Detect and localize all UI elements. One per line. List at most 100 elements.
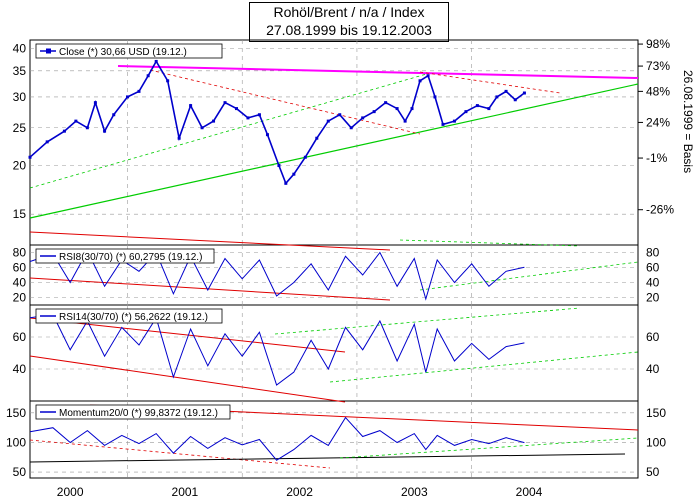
price-y-tick-left: 30 [13, 90, 27, 104]
rsi8-support-upper [399, 239, 581, 247]
price-y-tick-left: 40 [13, 41, 27, 55]
rsi14-support-lower [329, 351, 639, 383]
price-point [234, 107, 238, 111]
rsi14-trend-upper [29, 317, 346, 353]
momentum-series-line [29, 416, 525, 461]
price-point [410, 107, 414, 111]
price-point [85, 126, 89, 130]
price-point [303, 155, 307, 159]
price-point [433, 95, 437, 99]
price-y-tick-right: -26% [646, 203, 674, 217]
price-point [277, 163, 281, 167]
price-point [372, 110, 376, 114]
support-channel [29, 72, 431, 189]
rsi8-support-lower [419, 261, 639, 291]
price-y-tick-left: 15 [13, 207, 27, 221]
price-point [513, 98, 517, 102]
rsi8-y-tick-left: 40 [13, 276, 27, 290]
rsi14-y-tick-left: 40 [13, 362, 27, 376]
price-point [464, 110, 468, 114]
price-point [103, 129, 107, 133]
momentum-legend: Momentum20/0 (*) 99,8372 (19.12.) [35, 404, 231, 420]
price-point [426, 74, 430, 78]
momentum-y-tick-right: 50 [646, 465, 660, 479]
rsi14-legend-label: RSI14(30/70) (*) 56,2622 (19.12.) [59, 312, 208, 323]
price-point [62, 129, 66, 133]
rsi14-support-upper [274, 307, 581, 335]
price-point [223, 101, 227, 105]
price-point [212, 119, 216, 123]
rsi14-trend-lower [29, 355, 346, 403]
chart-title: Rohöl/Brent / n/a / Index [273, 4, 425, 20]
rsi8-y-tick-right: 60 [646, 261, 660, 275]
price-point [177, 136, 181, 140]
price-point [284, 181, 288, 185]
rsi8-series-line [29, 249, 525, 301]
price-legend: Close (*) 30,66 USD (19.12.) [35, 43, 223, 59]
momentum-y-tick-left: 50 [13, 465, 27, 479]
price-point [395, 107, 399, 111]
price-point [452, 119, 456, 123]
price-point [257, 113, 261, 117]
rsi14-y-tick-right: 40 [646, 362, 660, 376]
momentum-y-tick-right: 150 [646, 406, 666, 420]
price-point [441, 122, 445, 126]
price-point [418, 79, 422, 83]
momentum-y-tick-left: 100 [6, 435, 26, 449]
rsi8-y-tick-left: 60 [13, 261, 27, 275]
price-point [403, 119, 407, 123]
x-tick-label: 2004 [516, 485, 543, 499]
price-point [315, 136, 319, 140]
price-point [246, 116, 250, 120]
price-y-tick-right: 73% [646, 59, 670, 73]
price-y-tick-right: 48% [646, 84, 670, 98]
price-point [93, 101, 97, 105]
momentum-y-tick-left: 150 [6, 406, 26, 420]
rsi8-trend-lower [29, 277, 391, 301]
price-point [522, 91, 526, 95]
x-tick-label: 2001 [172, 485, 199, 499]
price-point [338, 113, 342, 117]
downtrend-line [149, 69, 421, 135]
rsi14-y-tick-left: 60 [13, 330, 27, 344]
price-legend-label: Close (*) 30,66 USD (19.12.) [59, 47, 187, 58]
momentum-legend-label: Momentum20/0 (*) 99,8372 (19.12.) [59, 408, 218, 419]
price-y-tick-right: 24% [646, 115, 670, 129]
price-point [28, 155, 32, 159]
price-y-tick-left: 20 [13, 158, 27, 172]
x-tick-label: 2003 [401, 485, 428, 499]
rsi8-y-tick-left: 80 [13, 246, 27, 260]
momentum-trend-dashed [29, 439, 331, 469]
price-point [154, 59, 158, 63]
price-y-tick-right: -1% [646, 151, 668, 165]
price-point [112, 113, 116, 117]
price-point [189, 104, 193, 108]
price-point [384, 101, 388, 105]
rsi8-legend: RSI8(30/70) (*) 60,2795 (19.12.) [35, 248, 215, 264]
x-tick-label: 2002 [286, 485, 313, 499]
price-y-tick-right: 98% [646, 37, 670, 51]
price-point [200, 126, 204, 130]
price-point [475, 104, 479, 108]
price-point [166, 79, 170, 83]
price-y-tick-left: 35 [13, 64, 27, 78]
momentum-y-tick-right: 100 [646, 435, 666, 449]
chart-title-box: Rohöl/Brent / n/a / Index 27.08.1999 bis… [249, 2, 449, 42]
price-point [126, 95, 130, 99]
price-point [45, 140, 49, 144]
resistance-line [117, 65, 639, 79]
price-y-tick-left: 25 [13, 121, 27, 135]
price-point [265, 133, 269, 137]
momentum-panel-frame [29, 400, 639, 479]
price-point [487, 107, 491, 111]
price-point [361, 116, 365, 120]
rsi8-y-tick-right: 20 [646, 291, 660, 305]
price-point [349, 126, 353, 130]
rsi8-trend-upper [29, 231, 391, 251]
price-point [146, 74, 150, 78]
rsi8-legend-label: RSI8(30/70) (*) 60,2795 (19.12.) [59, 252, 202, 263]
rsi8-y-tick-left: 20 [13, 291, 27, 305]
rsi14-legend: RSI14(30/70) (*) 56,2622 (19.12.) [35, 308, 223, 324]
price-point [495, 95, 499, 99]
